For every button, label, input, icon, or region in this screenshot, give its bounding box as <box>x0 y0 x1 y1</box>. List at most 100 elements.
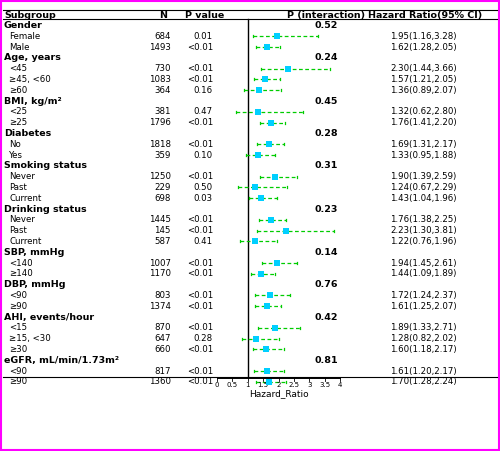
Text: 1.43(1.04,1.96): 1.43(1.04,1.96) <box>390 194 456 203</box>
Text: <0.01: <0.01 <box>187 42 213 51</box>
Text: <0.01: <0.01 <box>187 291 213 300</box>
Text: SBP, mmHg: SBP, mmHg <box>4 248 64 257</box>
Text: 1360: 1360 <box>149 377 171 387</box>
Text: Current: Current <box>9 237 42 246</box>
Text: 1.70(1.28,2.24): 1.70(1.28,2.24) <box>390 377 456 387</box>
Text: <90: <90 <box>9 367 27 376</box>
Text: 364: 364 <box>154 86 171 95</box>
Text: N: N <box>159 11 167 20</box>
Point <box>282 227 290 234</box>
Text: Never: Never <box>9 172 35 181</box>
Text: 1.62(1.28,2.05): 1.62(1.28,2.05) <box>390 42 456 51</box>
Text: Male: Male <box>9 42 29 51</box>
Text: Hazard_Ratio: Hazard_Ratio <box>248 389 308 398</box>
Text: 1.60(1.18,2.17): 1.60(1.18,2.17) <box>390 345 456 354</box>
Text: 1170: 1170 <box>149 269 171 278</box>
Text: 870: 870 <box>154 323 171 332</box>
Point <box>265 141 273 148</box>
Point <box>255 87 263 94</box>
Text: P value: P value <box>186 11 224 20</box>
Text: <0.01: <0.01 <box>187 323 213 332</box>
Text: <0.01: <0.01 <box>187 367 213 376</box>
Text: No: No <box>9 140 21 149</box>
Text: 0.31: 0.31 <box>314 161 338 170</box>
Text: 0.41: 0.41 <box>194 237 213 246</box>
Text: Subgroup: Subgroup <box>4 11 56 20</box>
Text: <0.01: <0.01 <box>187 302 213 311</box>
Text: <0.01: <0.01 <box>187 118 213 127</box>
Text: 1.76(1.38,2.25): 1.76(1.38,2.25) <box>390 216 456 225</box>
Text: 3: 3 <box>307 382 312 388</box>
Text: 1.76(1.41,2.20): 1.76(1.41,2.20) <box>390 118 456 127</box>
Text: ≥15, <30: ≥15, <30 <box>9 334 51 343</box>
Point <box>272 259 280 267</box>
Text: 0.76: 0.76 <box>314 280 338 289</box>
Point <box>284 65 292 72</box>
Text: <0.01: <0.01 <box>187 258 213 267</box>
Point <box>267 119 275 126</box>
Text: 660: 660 <box>154 345 171 354</box>
Text: 1250: 1250 <box>149 172 171 181</box>
Text: 0.42: 0.42 <box>314 313 338 322</box>
Point <box>273 32 281 40</box>
Text: 0.45: 0.45 <box>314 97 338 106</box>
Text: 1.95(1.16,3.28): 1.95(1.16,3.28) <box>390 32 456 41</box>
Point <box>250 238 258 245</box>
Text: Drinking status: Drinking status <box>4 205 86 214</box>
Text: 0.03: 0.03 <box>194 194 213 203</box>
Text: 1.22(0.76,1.96): 1.22(0.76,1.96) <box>390 237 456 246</box>
Point <box>262 76 270 83</box>
Text: 0.50: 0.50 <box>194 183 213 192</box>
Point <box>252 335 260 342</box>
Text: 1007: 1007 <box>149 258 171 267</box>
Point <box>254 152 262 159</box>
Text: 1.61(1.25,2.07): 1.61(1.25,2.07) <box>390 302 456 311</box>
Text: 647: 647 <box>154 334 171 343</box>
Point <box>266 378 274 386</box>
Text: 698: 698 <box>154 194 171 203</box>
Text: 359: 359 <box>154 151 171 160</box>
Text: 0.5: 0.5 <box>227 382 238 388</box>
Point <box>266 292 274 299</box>
Text: 0.81: 0.81 <box>314 356 338 365</box>
Text: Diabetes: Diabetes <box>4 129 52 138</box>
Text: 0.28: 0.28 <box>314 129 338 138</box>
Text: 1.57(1.21,2.05): 1.57(1.21,2.05) <box>390 75 456 84</box>
Text: 1.36(0.89,2.07): 1.36(0.89,2.07) <box>390 86 456 95</box>
Text: <0.01: <0.01 <box>187 377 213 387</box>
Text: <0.01: <0.01 <box>187 75 213 84</box>
Text: 3.5: 3.5 <box>319 382 330 388</box>
Point <box>254 108 262 115</box>
Text: Hazard Ratio(95% CI): Hazard Ratio(95% CI) <box>368 11 482 20</box>
Text: 0.14: 0.14 <box>314 248 338 257</box>
Text: 2: 2 <box>276 382 280 388</box>
Text: Smoking status: Smoking status <box>4 161 87 170</box>
Text: Never: Never <box>9 216 35 225</box>
Text: 1493: 1493 <box>149 42 171 51</box>
Text: Yes: Yes <box>9 151 23 160</box>
Text: 803: 803 <box>154 291 171 300</box>
Text: 0.24: 0.24 <box>314 53 338 62</box>
Text: 0.47: 0.47 <box>194 107 213 116</box>
Text: Age, years: Age, years <box>4 53 61 62</box>
Text: 587: 587 <box>154 237 171 246</box>
Text: 1.28(0.82,2.02): 1.28(0.82,2.02) <box>390 334 456 343</box>
Text: 1.72(1.24,2.37): 1.72(1.24,2.37) <box>390 291 456 300</box>
Text: 684: 684 <box>154 32 171 41</box>
Text: 145: 145 <box>154 226 171 235</box>
Text: 0.52: 0.52 <box>314 21 338 30</box>
Text: <25: <25 <box>9 107 27 116</box>
Text: ≥90: ≥90 <box>9 302 27 311</box>
Point <box>267 216 275 223</box>
Text: 2.23(1.30,3.81): 2.23(1.30,3.81) <box>390 226 456 235</box>
Text: <0.01: <0.01 <box>187 226 213 235</box>
Text: 229: 229 <box>154 183 171 192</box>
Text: 381: 381 <box>154 107 171 116</box>
Point <box>251 184 259 191</box>
Text: 1796: 1796 <box>149 118 171 127</box>
Text: 1.94(1.45,2.61): 1.94(1.45,2.61) <box>390 258 456 267</box>
Text: Current: Current <box>9 194 42 203</box>
Text: 1.89(1.33,2.71): 1.89(1.33,2.71) <box>390 323 456 332</box>
Text: 1374: 1374 <box>149 302 171 311</box>
Text: <0.01: <0.01 <box>187 140 213 149</box>
